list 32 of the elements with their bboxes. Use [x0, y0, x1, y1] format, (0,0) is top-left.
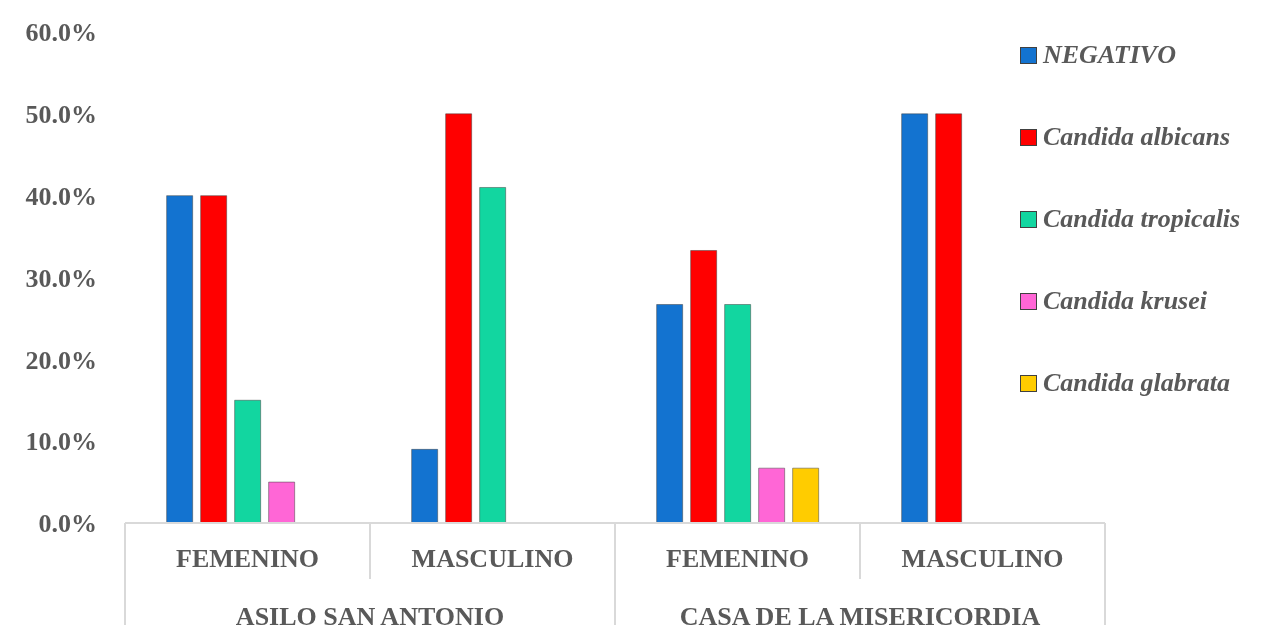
legend-label: Candida glabrata	[1043, 368, 1231, 398]
y-tick-label: 0.0%	[38, 509, 97, 539]
y-tick-label: 50.0%	[25, 100, 97, 130]
legend-label: NEGATIVO	[1043, 40, 1176, 70]
bar	[792, 467, 819, 523]
y-tick-label: 30.0%	[25, 263, 97, 293]
bar	[411, 449, 438, 523]
y-tick-label: 20.0%	[25, 345, 97, 375]
bar	[445, 113, 472, 523]
x-tick-label: MASCULINO	[411, 544, 574, 573]
text: CASA DE LA MISERICORDIA	[679, 602, 1041, 625]
bar	[479, 187, 506, 523]
bar	[234, 400, 261, 523]
bar	[758, 467, 785, 523]
legend-label: Candida albicans	[1043, 122, 1231, 152]
bar	[724, 304, 751, 523]
y-tick-label: 60.0%	[25, 18, 97, 48]
legend-label: Candida tropicalis	[1043, 204, 1241, 234]
y-tick-label: 40.0%	[25, 181, 97, 211]
x-tick-label: FEMENINO	[176, 544, 319, 573]
y-tick-label: 10.0%	[25, 427, 97, 457]
bar	[200, 195, 227, 523]
bar	[166, 195, 193, 523]
legend-label: Candida krusei	[1043, 286, 1207, 316]
bar	[690, 250, 717, 523]
text: ASILO SAN ANTONIO	[235, 602, 505, 625]
x-tick-label: FEMENINO	[666, 544, 809, 573]
bar	[268, 481, 295, 523]
bar	[656, 304, 683, 523]
x-tick-label: MASCULINO	[901, 544, 1064, 573]
bar	[935, 113, 962, 523]
bar	[901, 113, 928, 523]
